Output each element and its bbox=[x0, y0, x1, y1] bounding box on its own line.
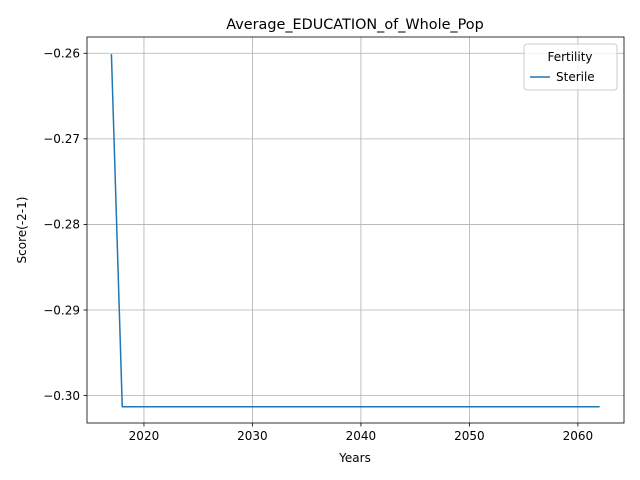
x-tick-label: 2060 bbox=[563, 429, 594, 443]
x-tick-label: 2050 bbox=[454, 429, 485, 443]
y-axis-label: Score(-2-1) bbox=[15, 197, 29, 264]
y-tick-label: −0.30 bbox=[43, 389, 80, 403]
y-axis-ticks: −0.26 −0.27 −0.28 −0.29 −0.30 bbox=[43, 47, 87, 403]
plot-frame bbox=[86, 36, 625, 424]
y-tick-label: −0.28 bbox=[43, 218, 80, 232]
legend-label-sterile: Sterile bbox=[556, 70, 595, 84]
x-axis-ticks: 2020 2030 2040 2050 2060 bbox=[129, 423, 593, 443]
legend: Fertility Sterile bbox=[523, 43, 618, 91]
series-line-sterile bbox=[110, 54, 600, 408]
y-tick-label: −0.29 bbox=[43, 303, 80, 317]
legend-box bbox=[523, 43, 618, 91]
x-tick-label: 2020 bbox=[129, 429, 160, 443]
y-tick-label: −0.27 bbox=[43, 132, 80, 146]
x-axis-label: Years bbox=[338, 451, 371, 465]
legend-title: Fertility bbox=[547, 50, 592, 64]
series-layer bbox=[110, 54, 600, 408]
chart-title: Average_EDUCATION_of_Whole_Pop bbox=[226, 17, 483, 33]
y-tick-label: −0.26 bbox=[43, 47, 80, 61]
grid-lines bbox=[87, 37, 624, 423]
x-tick-label: 2040 bbox=[346, 429, 377, 443]
x-tick-label: 2030 bbox=[237, 429, 268, 443]
